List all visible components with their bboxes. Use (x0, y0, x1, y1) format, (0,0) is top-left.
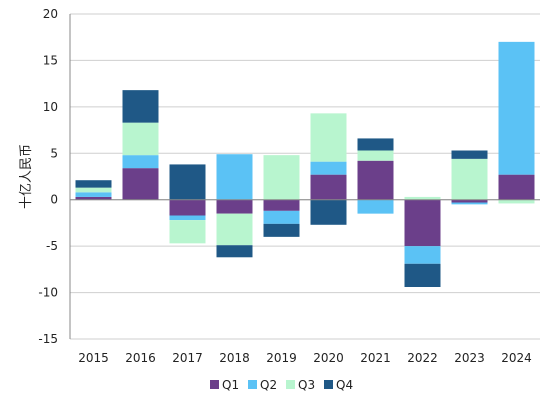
x-tick-label: 2020 (313, 351, 344, 365)
legend-label-q4: Q4 (336, 378, 353, 392)
bar-q1-2021 (357, 160, 394, 200)
legend-swatch-q3 (286, 380, 295, 389)
bar-q1-2016 (122, 168, 159, 200)
x-tick-label: 2024 (501, 351, 532, 365)
bar-q4-2023 (451, 150, 488, 159)
bar-q4-2022 (404, 263, 441, 287)
legend-label-q2: Q2 (260, 378, 277, 392)
x-tick-label: 2023 (454, 351, 485, 365)
bar-q3-2021 (357, 150, 394, 161)
bar-q1-2020 (310, 174, 347, 200)
y-tick-labels: -15 -10 -5 0 5 10 15 20 (38, 7, 58, 346)
y-tick-label: 20 (43, 7, 58, 21)
y-tick-label: -10 (38, 286, 58, 300)
x-tick-label: 2016 (125, 351, 156, 365)
x-tick-label: 2021 (360, 351, 391, 365)
y-tick-label: -15 (38, 332, 58, 346)
bar-q4-2020 (310, 199, 347, 225)
bar-q3-2015 (75, 187, 112, 193)
bar-q2-2023 (451, 202, 488, 205)
x-tick-label: 2019 (266, 351, 297, 365)
x-tick-label: 2022 (407, 351, 438, 365)
legend-swatch-q1 (210, 380, 219, 389)
y-tick-label: 15 (43, 53, 58, 67)
bar-q3-2017 (169, 220, 206, 244)
bar-q4-2016 (122, 90, 159, 123)
bar-q1-2017 (169, 199, 206, 216)
x-tick-label: 2018 (219, 351, 250, 365)
bar-q2-2021 (357, 199, 394, 214)
bar-q2-2018 (216, 154, 253, 200)
bar-q1-2015 (75, 196, 112, 200)
legend-swatch-q2 (248, 380, 257, 389)
bar-q2-2019 (263, 210, 300, 224)
bar-q2-2017 (169, 215, 206, 221)
x-tick-label: 2017 (172, 351, 203, 365)
legend: Q1 Q2 Q3 Q4 (210, 378, 353, 392)
bar-q3-2022 (404, 196, 441, 200)
y-axis-label: 十亿人民币 (19, 144, 34, 209)
y-tick-label: -5 (46, 239, 58, 253)
bar-q3-2016 (122, 122, 159, 156)
bar-q4-2018 (216, 245, 253, 258)
bar-q4-2019 (263, 223, 300, 237)
x-tick-labels: 2015 2016 2017 2018 2019 2020 2021 2022 2023 2024 (78, 351, 532, 365)
bar-q3-2018 (216, 213, 253, 246)
bar-q1-2024 (498, 174, 535, 200)
bar-q2-2016 (122, 155, 159, 169)
bar-q4-2017 (169, 164, 206, 200)
y-tick-label: 10 (43, 100, 58, 114)
legend-label-q3: Q3 (298, 378, 315, 392)
legend-label-q1: Q1 (222, 378, 239, 392)
bar-q3-2019 (263, 155, 300, 200)
bar-q3-2020 (310, 113, 347, 162)
y-tick-label: 5 (50, 146, 58, 160)
bar-q4-2021 (357, 138, 394, 151)
bar-q3-2023 (451, 158, 488, 200)
axes (69, 14, 540, 339)
bar-q2-2020 (310, 161, 347, 175)
bar-q1-2023 (451, 199, 488, 203)
bar-q2-2024 (498, 41, 535, 175)
bar-q1-2019 (263, 199, 300, 211)
x-tick-label: 2015 (78, 351, 109, 365)
bar-q1-2018 (216, 199, 253, 214)
y-tick-label: 0 (50, 193, 58, 207)
legend-swatch-q4 (324, 380, 333, 389)
bars (75, 41, 535, 287)
bar-q1-2022 (404, 199, 441, 247)
bar-q2-2015 (75, 192, 112, 197)
bar-q4-2015 (75, 180, 112, 188)
bar-q3-2024 (498, 199, 535, 204)
bar-q2-2022 (404, 246, 441, 264)
